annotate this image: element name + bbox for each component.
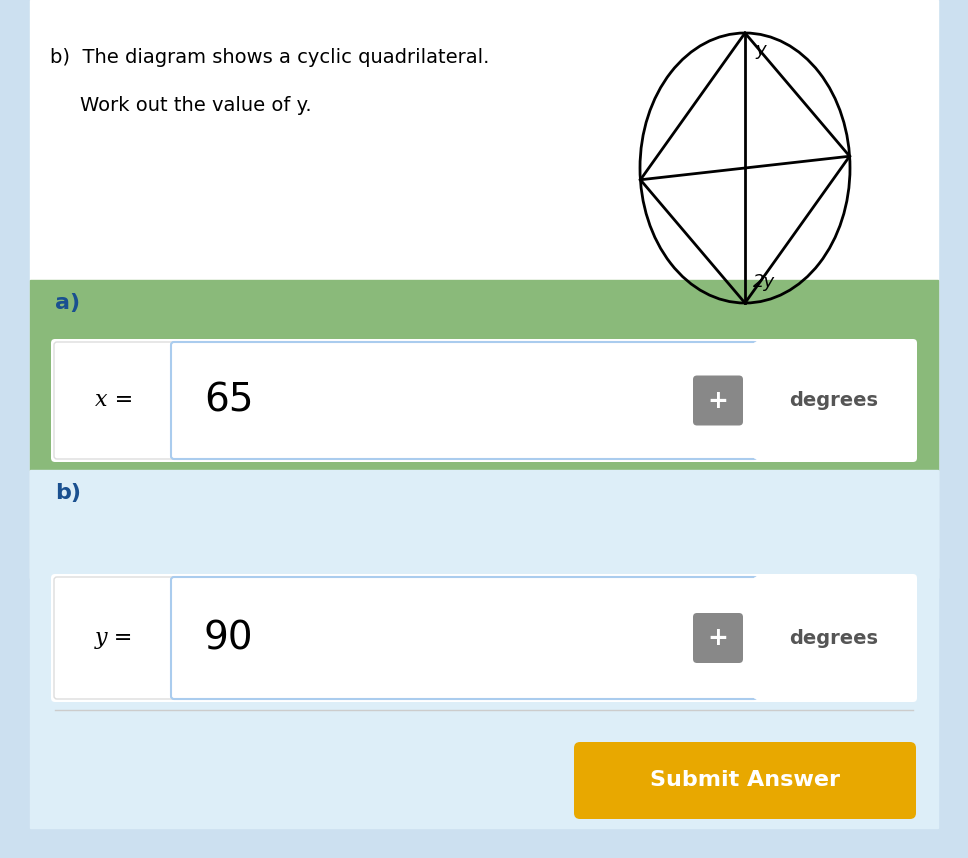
Text: Work out the value of y.: Work out the value of y. [80,96,312,115]
Text: x =: x = [96,390,134,412]
Bar [0,0,30,858]
FancyBboxPatch shape [54,342,175,459]
Text: a): a) [55,293,80,313]
FancyBboxPatch shape [171,342,757,459]
FancyBboxPatch shape [693,613,743,663]
FancyBboxPatch shape [574,742,916,819]
Bar [938,0,968,858]
Text: 65: 65 [204,382,254,420]
Text: y =: y = [95,627,134,649]
Bar [30,280,938,470]
Text: y: y [755,41,766,59]
Text: degrees: degrees [789,391,878,410]
FancyBboxPatch shape [693,376,743,426]
Text: degrees: degrees [789,629,878,648]
FancyBboxPatch shape [753,342,914,459]
FancyBboxPatch shape [51,339,917,462]
Text: +: + [708,626,729,650]
Text: Submit Answer: Submit Answer [650,770,840,790]
Text: +: + [708,389,729,413]
Text: 90: 90 [204,619,254,657]
FancyBboxPatch shape [171,577,757,699]
Bar [30,0,938,578]
FancyBboxPatch shape [54,577,175,699]
Text: b)  The diagram shows a cyclic quadrilateral.: b) The diagram shows a cyclic quadrilate… [50,48,490,67]
Text: 2y: 2y [753,273,775,291]
Bar [30,470,938,828]
FancyBboxPatch shape [51,574,917,702]
FancyBboxPatch shape [753,577,914,699]
Text: b): b) [55,483,81,503]
